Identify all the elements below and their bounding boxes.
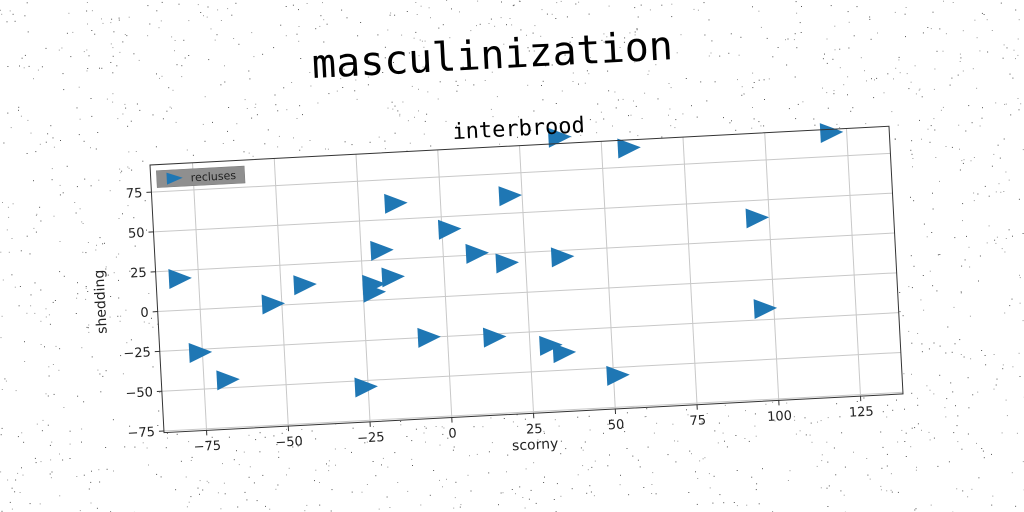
chart-grid: [151, 128, 903, 432]
scatter-point: [753, 299, 778, 320]
scatter-point: [498, 186, 522, 207]
scatter-point: [495, 253, 519, 274]
x-grid-line: [764, 132, 780, 401]
scatter-point: [293, 275, 317, 296]
legend-marker: [166, 172, 183, 185]
y-grid-line: [155, 232, 895, 273]
scatter-point: [552, 343, 577, 364]
x-tick-label: 50: [607, 418, 624, 434]
x-tick-label: 100: [767, 409, 793, 425]
scatter-point: [437, 219, 462, 240]
y-tick-label: 0: [140, 306, 149, 321]
scatter-point: [617, 138, 641, 159]
y-grid-line: [161, 351, 901, 392]
scatter-point: [216, 370, 240, 391]
y-tick-label: −25: [123, 345, 151, 361]
scatter-point: [381, 267, 405, 288]
x-axis-label: scorny: [512, 436, 559, 454]
y-grid-line: [163, 391, 903, 432]
x-grid-line: [437, 149, 453, 418]
scatter-point: [370, 240, 394, 261]
scatter-point: [354, 377, 378, 398]
y-axis-ticks: −75 −50 −25 0 25 50 75: [123, 186, 164, 441]
y-grid-line: [151, 152, 891, 193]
scatter-point: [417, 327, 441, 348]
x-grid-line: [273, 158, 289, 427]
x-tick-label: −75: [193, 439, 221, 455]
scatter-point: [261, 294, 286, 315]
scatter-point: [362, 274, 386, 295]
y-grid-line: [159, 312, 899, 352]
scatter-point: [168, 269, 192, 290]
x-tick-label: −25: [357, 430, 385, 446]
y-tick-label: −75: [127, 425, 155, 441]
y-tick-label: 75: [126, 186, 143, 202]
chart-axes: −75 −50 −25 0 25 50 75 100 125 −75−50−250255075 …: [91, 113, 904, 455]
y-tick-label: −50: [125, 385, 153, 401]
x-tick-label: −50: [275, 434, 303, 450]
x-grid-line: [845, 128, 862, 397]
scatter-point: [188, 343, 213, 364]
x-grid-line: [682, 137, 698, 405]
y-tick-label: 25: [130, 266, 147, 282]
legend-box: [156, 165, 246, 188]
scatter-point: [606, 365, 630, 386]
chart-title: interbrood: [452, 113, 586, 145]
x-grid-line: [518, 145, 535, 414]
chart-legend: recluses: [156, 165, 246, 188]
y-axis-label: shedding: [91, 269, 110, 334]
y-grid-line: [153, 192, 893, 233]
chart-points: [168, 123, 844, 398]
scatter-point: [482, 327, 507, 348]
x-grid-line: [192, 162, 208, 431]
scatter-point: [550, 247, 575, 268]
scatter-point: [384, 193, 408, 214]
x-grid-line: [600, 141, 616, 410]
scatter-point: [819, 123, 844, 144]
scatter-point: [465, 243, 489, 264]
x-tick-label: 25: [526, 422, 543, 438]
x-tick-label: 75: [689, 413, 706, 429]
x-tick-label: 0: [448, 426, 457, 441]
y-tick-label: 50: [128, 226, 145, 242]
x-axis-ticks: −75 −50 −25 0 25 50 75 100 125: [193, 396, 875, 455]
legend-label: recluses: [190, 169, 236, 184]
scatter-point: [547, 127, 572, 148]
x-tick-label: 125: [849, 404, 875, 420]
scatter-point: [539, 335, 563, 356]
scatter-point: [745, 208, 770, 229]
